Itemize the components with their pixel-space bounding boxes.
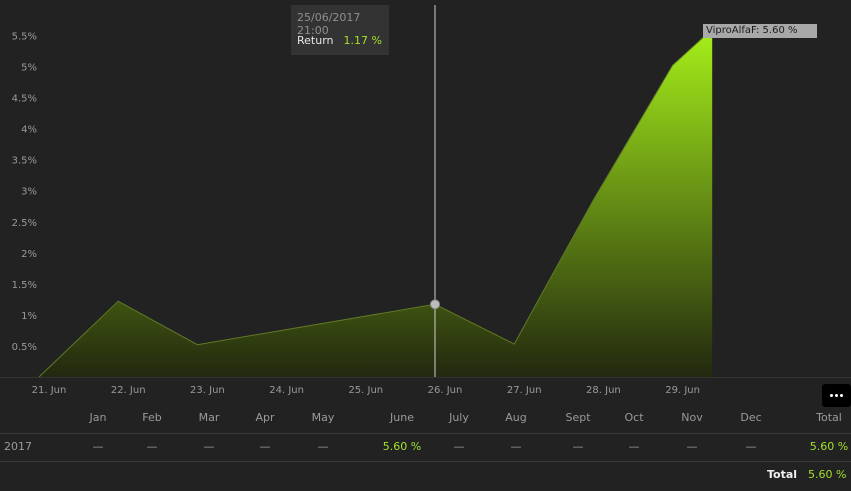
y-tick-label: 1% [21,311,37,322]
month-value: — [146,440,158,453]
x-tick-label: 22. Jun [111,385,146,396]
month-value: — [259,440,271,453]
month-header: Apr [255,411,275,424]
month-value: — [453,440,465,453]
y-tick-label: 5% [21,63,37,74]
divider [0,433,851,434]
y-tick-label: 5.5% [12,31,37,42]
month-value: — [510,440,522,453]
month-value: — [745,440,757,453]
month-header: July [449,411,469,424]
month-value: — [628,440,640,453]
y-tick-label: 1.5% [12,280,37,291]
x-tick-label: 24. Jun [269,385,304,396]
monthly-table-header: Jan Feb Mar Apr May June July Aug Sept Oct Nov Dec T… [0,411,851,431]
month-header: Aug [505,411,527,424]
month-header: Dec [740,411,762,424]
month-header: Feb [142,411,162,424]
series-area [39,29,713,377]
month-value: — [686,440,698,453]
x-tick-label: 23. Jun [190,385,225,396]
divider [0,461,851,462]
returns-area-chart[interactable]: 0.5% 1% 1.5% 2% 2.5% 3% 3.5% 4% 4.5% 5% 5.5% 21. Ju… [0,0,851,400]
hover-marker [430,299,440,310]
chart-menu-button[interactable] [822,384,851,407]
y-tick-label: 0.5% [12,342,37,353]
tooltip-label: Return [297,34,334,47]
row-year: 2017 [4,440,32,453]
x-tick-label: 29. Jun [665,385,700,396]
total-row: Total 5.60 % [0,468,851,484]
month-value: — [317,440,329,453]
month-value: 5.60 % [809,440,849,453]
x-tick-label: 28. Jun [586,385,621,396]
month-header: June [390,411,414,424]
month-value: — [572,440,584,453]
y-tick-label: 4.5% [12,94,37,105]
x-tick-label: 25. Jun [348,385,383,396]
month-value: — [203,440,215,453]
month-value: — [92,440,104,453]
y-tick-label: 2% [21,249,37,260]
chart-tooltip: 25/06/2017 21:00 Return 1.17 % [291,5,389,55]
month-header: Oct [624,411,644,424]
month-header: May [311,411,335,424]
month-value: 5.60 % [382,440,422,453]
table-row: 2017 — — — — — 5.60 % — — — — — — 5.60 % [0,440,851,456]
y-tick-label: 3% [21,187,37,198]
x-tick-label: 21. Jun [32,385,67,396]
month-header: Jan [89,411,107,424]
tooltip-value: 1.17 % [343,34,382,47]
ellipsis-icon [830,394,833,397]
y-tick-label: 4% [21,125,37,136]
x-tick-label: 27. Jun [507,385,542,396]
month-header: Mar [198,411,220,424]
tooltip-date: 25/06/2017 21:00 [297,11,361,37]
x-tick-label: 26. Jun [428,385,463,396]
total-value: 5.60 % [808,468,847,481]
series-end-label: ViproAlfaF: 5.60 % [703,24,817,38]
month-header: Nov [681,411,703,424]
series-line [38,28,713,378]
month-header: Sept [565,411,591,424]
month-header: Total [816,411,842,424]
y-tick-label: 3.5% [12,156,37,167]
y-tick-label: 2.5% [12,218,37,229]
total-label: Total [767,468,798,481]
